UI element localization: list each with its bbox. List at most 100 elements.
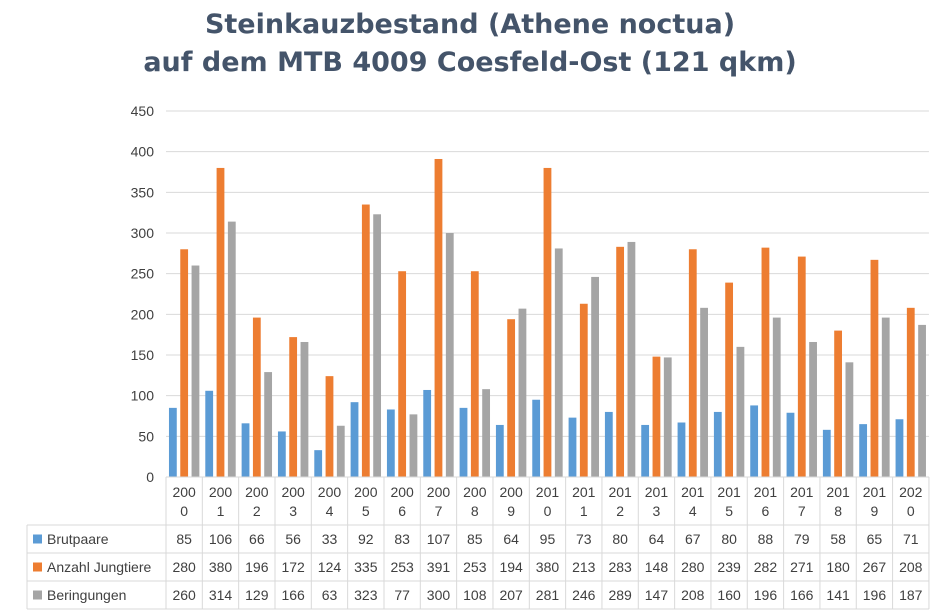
x-tick-label: 1 [580, 503, 588, 519]
legend-swatch [33, 534, 42, 544]
data-label: 213 [572, 559, 596, 575]
data-label: 166 [281, 587, 305, 603]
data-label: 380 [536, 559, 560, 575]
legend-label: Beringungen [47, 587, 126, 603]
x-tick-label: 200 [499, 484, 523, 500]
bar-brutpaare [495, 424, 504, 477]
bar-brutpaare [895, 419, 904, 477]
bar-brutpaare [568, 417, 577, 477]
data-label: 180 [826, 559, 850, 575]
x-tick-label: 200 [427, 484, 451, 500]
data-label: 271 [790, 559, 814, 575]
x-tick-label: 200 [390, 484, 414, 500]
bar-beringungen [482, 389, 491, 477]
x-tick-label: 200 [172, 484, 196, 500]
data-label: 66 [249, 531, 265, 547]
y-tick-label: 100 [131, 388, 155, 404]
data-label: 108 [463, 587, 487, 603]
data-label: 107 [427, 531, 451, 547]
bar-brutpaare [423, 389, 432, 477]
bar-anzahl-jungtiere [761, 247, 770, 477]
y-tick-label: 450 [131, 103, 155, 119]
x-tick-label: 201 [717, 484, 741, 500]
bar-beringungen [772, 317, 781, 477]
bar-anzahl-jungtiere [579, 303, 588, 477]
x-tick-label: 3 [653, 503, 661, 519]
data-label: 166 [790, 587, 814, 603]
y-tick-label: 50 [138, 428, 154, 444]
x-tick-label: 201 [826, 484, 850, 500]
bar-brutpaare [750, 405, 759, 477]
bar-brutpaare [822, 429, 831, 477]
chart-title-line-1: Steinkauzbestand (Athene noctua) [204, 9, 736, 40]
x-tick-label: 2 [253, 503, 261, 519]
x-tick-label: 202 [899, 484, 923, 500]
bar-brutpaare [459, 407, 468, 477]
y-tick-label: 0 [146, 469, 154, 485]
bar-anzahl-jungtiere [252, 317, 261, 477]
bar-brutpaare [350, 402, 359, 477]
data-label: 335 [354, 559, 378, 575]
x-tick-label: 7 [435, 503, 443, 519]
chart-title: Steinkauzbestand (Athene noctua) auf dem… [0, 6, 940, 82]
legend-label: Brutpaare [47, 531, 109, 547]
bar-brutpaare [386, 409, 395, 477]
bar-anzahl-jungtiere [361, 204, 370, 478]
data-label: 56 [285, 531, 301, 547]
data-label: 65 [867, 531, 883, 547]
chart-title-line-2: auf dem MTB 4009 Coesfeld-Ost (121 qkm) [143, 47, 797, 78]
bar-beringungen [336, 425, 345, 477]
x-tick-label: 4 [689, 503, 697, 519]
x-tick-label: 200 [354, 484, 378, 500]
legend-swatch [33, 562, 42, 572]
x-tick-label: 201 [681, 484, 705, 500]
data-label: 282 [754, 559, 778, 575]
bar-anzahl-jungtiere [325, 376, 334, 477]
y-tick-label: 300 [131, 225, 155, 241]
x-tick-label: 2 [616, 503, 624, 519]
bar-anzahl-jungtiere [834, 330, 843, 477]
data-label: 73 [576, 531, 592, 547]
x-tick-label: 201 [754, 484, 778, 500]
x-tick-label: 201 [645, 484, 669, 500]
bar-beringungen [809, 341, 817, 477]
x-tick-label: 8 [471, 503, 479, 519]
bar-anzahl-jungtiere [725, 282, 734, 477]
data-label: 281 [536, 587, 560, 603]
data-label: 64 [649, 531, 665, 547]
bar-beringungen [445, 233, 454, 477]
bar-beringungen [700, 307, 708, 477]
legend-label: Anzahl Jungtiere [47, 559, 152, 575]
bar-brutpaare [641, 424, 650, 477]
x-tick-label: 200 [463, 484, 487, 500]
data-label: 196 [245, 559, 269, 575]
x-tick-label: 7 [798, 503, 806, 519]
bar-beringungen [627, 241, 636, 477]
bar-beringungen [663, 357, 672, 477]
bar-beringungen [191, 265, 200, 477]
y-tick-label: 200 [131, 306, 155, 322]
x-tick-label: 5 [725, 503, 733, 519]
x-tick-label: 9 [871, 503, 879, 519]
y-tick-label: 250 [131, 266, 155, 282]
x-tick-label: 0 [180, 503, 188, 519]
bar-brutpaare [713, 411, 722, 477]
data-label: 172 [281, 559, 305, 575]
bar-anzahl-jungtiere [180, 249, 189, 477]
bar-anzahl-jungtiere [543, 167, 552, 477]
bar-anzahl-jungtiere [652, 356, 661, 477]
bar-brutpaare [205, 390, 214, 477]
data-label: 196 [754, 587, 778, 603]
x-tick-label: 5 [362, 503, 370, 519]
data-label: 85 [176, 531, 192, 547]
data-label: 63 [322, 587, 338, 603]
bar-beringungen [881, 317, 890, 477]
x-tick-label: 200 [281, 484, 305, 500]
x-tick-label: 200 [318, 484, 342, 500]
x-tick-label: 201 [536, 484, 560, 500]
bar-beringungen [554, 248, 563, 477]
data-label: 129 [245, 587, 269, 603]
x-tick-label: 4 [326, 503, 334, 519]
x-tick-label: 6 [398, 503, 406, 519]
